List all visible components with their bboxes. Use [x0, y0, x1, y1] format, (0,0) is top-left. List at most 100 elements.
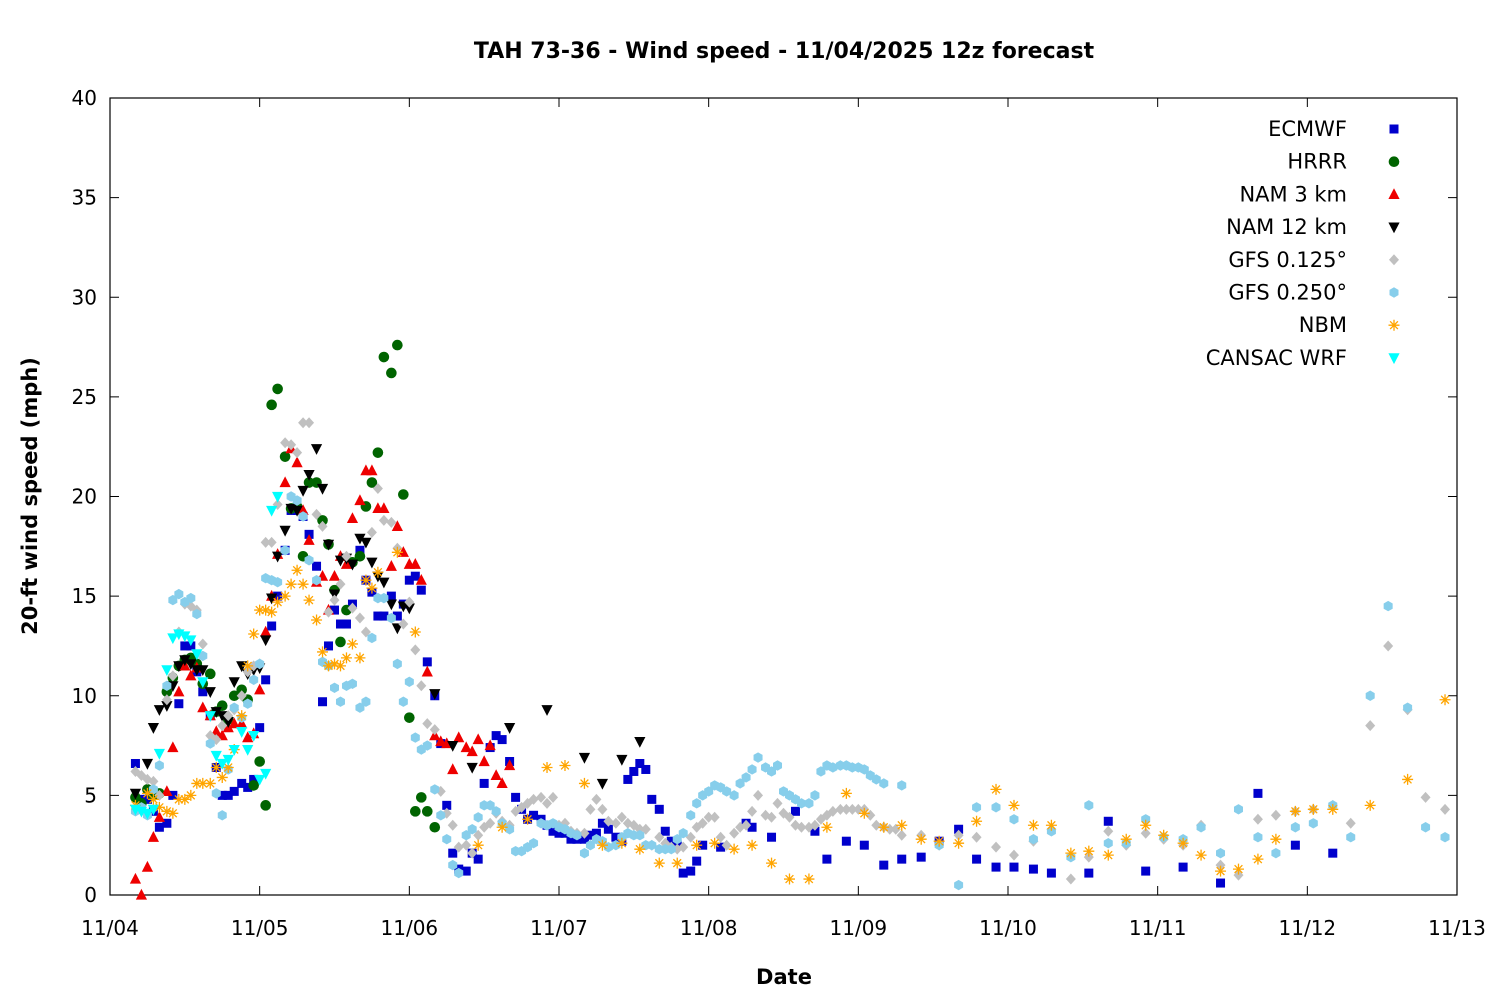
nam-12-km-point: [185, 659, 197, 671]
gfs-0-125-point: [260, 536, 271, 548]
gfs-0-125-point: [884, 823, 895, 835]
legend-label-nam-3-km: NAM 3 km: [1239, 182, 1347, 206]
gfs-0-125-point: [597, 803, 608, 815]
nbm-point: [311, 614, 323, 626]
nbm-point: [1364, 799, 1376, 811]
cansac-wrf-point: [153, 748, 165, 760]
nam-12-km-point: [403, 603, 415, 615]
hrrr-point: [378, 351, 390, 363]
gfs-0-125-point: [354, 612, 365, 624]
ecmwf-point: [1253, 788, 1263, 798]
nbm-point: [216, 771, 228, 783]
gfs-0-125-point: [292, 447, 303, 459]
legend-label-ecmwf: ECMWF: [1268, 117, 1347, 141]
gfs-0-125-point: [286, 439, 297, 451]
nbm-point: [746, 839, 758, 851]
nbm-point: [1083, 845, 1095, 857]
gfs-0-125-point: [1365, 720, 1376, 732]
ecmwf-point: [1328, 848, 1338, 858]
gfs-0-125-point: [536, 791, 547, 803]
ecmwf-point: [261, 675, 271, 685]
gfs-0-125-point: [841, 803, 852, 815]
y-tick-label: 20: [72, 485, 97, 509]
nbm-point: [173, 793, 185, 805]
ecmwf-point: [579, 834, 589, 844]
nbm-point: [266, 606, 278, 618]
hrrr-point: [404, 712, 415, 723]
hrrr-point: [366, 477, 378, 488]
ecmwf-point: [130, 758, 140, 768]
gfs-0-125-point: [1008, 849, 1019, 861]
gfs-0-250-point: [1346, 832, 1356, 843]
nam-12-km-point: [279, 525, 291, 537]
nam-12-km-point: [297, 485, 309, 497]
gfs-0-125-point: [236, 690, 247, 702]
nam-12-km-point: [429, 689, 441, 700]
ecmwf-point: [841, 836, 851, 846]
chart-title: TAH 73-36 - Wind speed - 11/04/2025 12z …: [474, 39, 1095, 64]
gfs-0-125-point: [890, 823, 901, 835]
nbm-point: [260, 604, 272, 616]
hrrr-point: [392, 339, 403, 351]
gfs-0-250-point: [704, 786, 714, 797]
gfs-0-250-point: [804, 798, 814, 809]
nam-12-km-point: [197, 665, 209, 677]
gfs-0-125-point: [298, 417, 309, 429]
legend-marker-nbm: [1388, 319, 1400, 331]
nbm-point: [1289, 805, 1301, 817]
gfs-0-250-point: [404, 676, 414, 687]
nam-3-km-point: [472, 733, 484, 745]
gfs-0-125-point: [329, 594, 340, 606]
gfs-0-250-point: [1308, 818, 1318, 829]
gfs-0-250-point: [1403, 702, 1413, 713]
ecmwf-point: [1178, 862, 1188, 872]
nam-3-km-point: [328, 570, 341, 581]
gfs-0-125-point: [703, 811, 714, 823]
gfs-0-250-point: [686, 810, 696, 821]
nbm-point: [317, 646, 329, 658]
gfs-0-250-point: [298, 511, 308, 522]
gfs-0-125-point: [603, 815, 614, 827]
ecmwf-point: [392, 611, 402, 621]
gfs-0-250-point: [816, 766, 826, 777]
gfs-0-250-point: [635, 830, 645, 841]
ecmwf-point: [416, 585, 426, 595]
nbm-point: [709, 837, 721, 849]
nbm-point: [1195, 849, 1207, 861]
nbm-point: [915, 833, 927, 845]
nbm-point: [616, 837, 628, 849]
gfs-0-125-point: [953, 829, 964, 841]
ecmwf-point: [566, 834, 576, 844]
axis-ticks: 0 5 10 15 20 25 30 35 40 11/04 11/05 11/06 11/07 11/0…: [72, 86, 1486, 940]
gfs-0-125-point: [991, 841, 1002, 853]
cansac-wrf-point: [204, 711, 216, 722]
hrrr-point: [303, 477, 315, 488]
y-axis-label: 20-ft wind speed (mph): [18, 357, 42, 635]
ecmwf-point: [511, 792, 521, 802]
gfs-0-250-point: [1271, 847, 1281, 859]
ecmwf-point: [641, 764, 651, 774]
ecmwf-point: [341, 619, 351, 629]
ecmwf-point: [747, 822, 757, 832]
cansac-wrf-point: [167, 633, 179, 645]
y-tick-label: 25: [72, 385, 97, 409]
nbm-point: [1439, 694, 1451, 706]
gfs-0-250-point: [304, 555, 314, 566]
nam-3-km-point: [378, 502, 390, 514]
gfs-0-125-point: [404, 596, 415, 608]
x-tick-label: 11/10: [979, 916, 1037, 940]
nam-12-km-point: [596, 778, 609, 790]
nam-12-km-point: [366, 557, 378, 569]
y-tick-label: 5: [84, 783, 97, 807]
nbm-point: [522, 813, 534, 825]
ecmwf-point: [1046, 868, 1056, 878]
nbm-point: [191, 777, 203, 789]
gfs-0-125-point: [796, 821, 807, 833]
gfs-0-125-point: [461, 839, 472, 851]
gfs-0-250-point: [198, 650, 208, 662]
nbm-point: [559, 759, 571, 771]
nbm-point: [971, 815, 983, 827]
hrrr-point: [429, 821, 441, 833]
nbm-point: [272, 596, 284, 608]
ecmwf-point: [154, 822, 164, 832]
